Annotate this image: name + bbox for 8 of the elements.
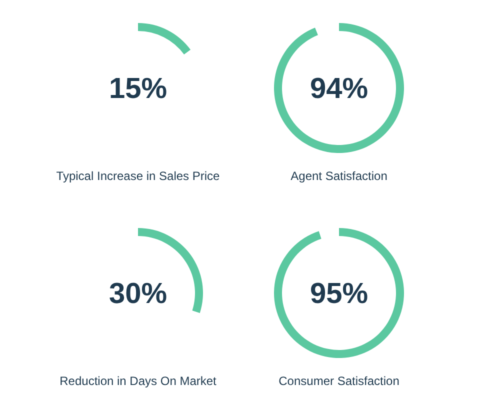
text: Reduction in Days On Market: [60, 374, 218, 388]
text: Typical Increase in Sales Price: [56, 169, 220, 183]
text: Consumer Satisfaction: [278, 374, 400, 388]
text: 15%: [108, 73, 168, 106]
text: Agent Satisfaction: [290, 169, 388, 183]
text: 95%: [310, 278, 368, 310]
text: 30%: [108, 278, 168, 310]
text: 94%: [310, 73, 368, 106]
